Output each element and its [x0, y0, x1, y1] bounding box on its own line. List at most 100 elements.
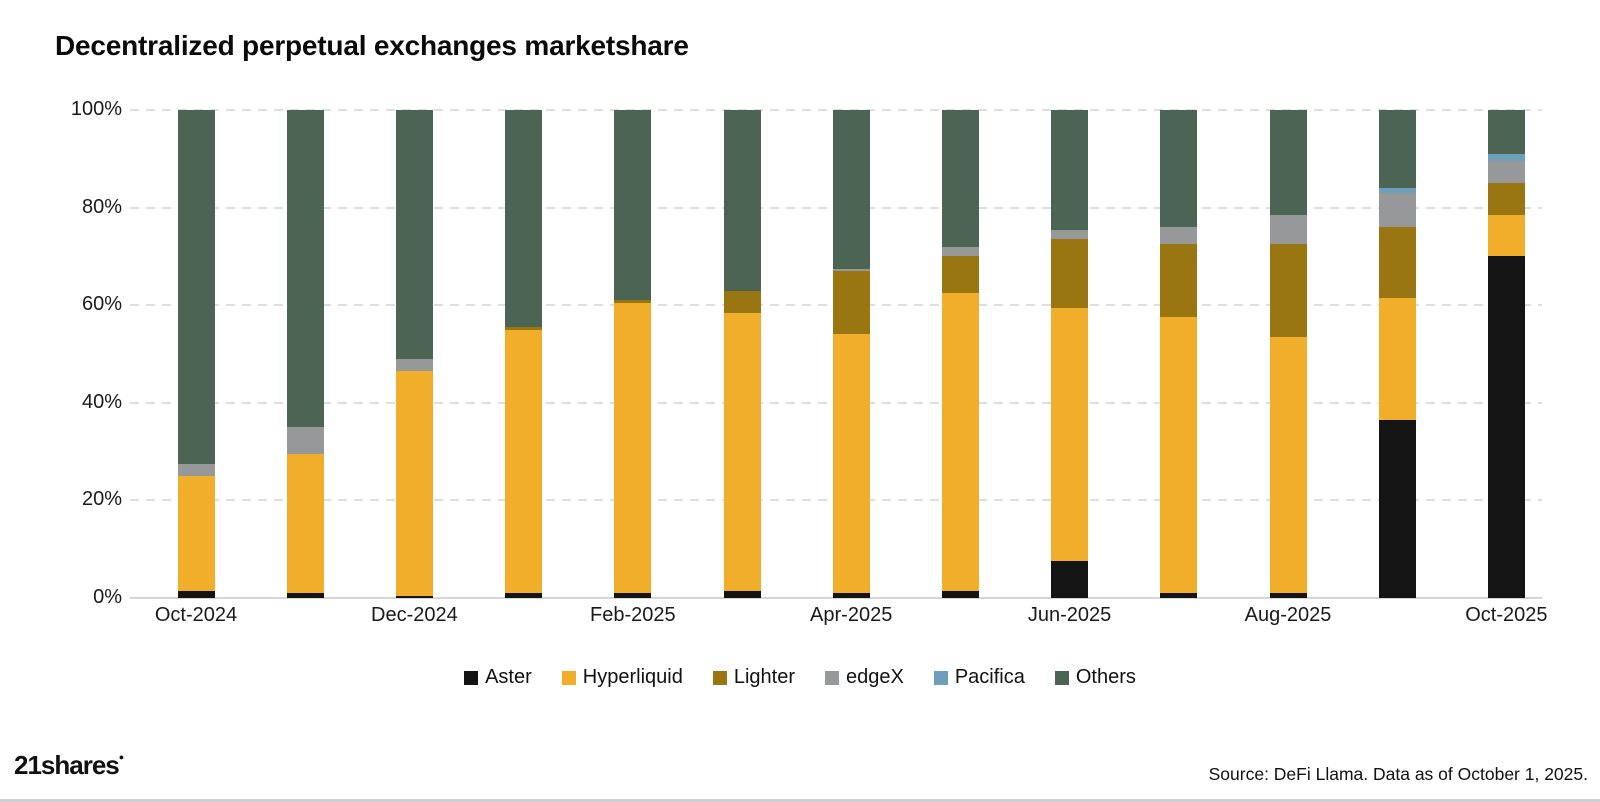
x-axis-tick-label-oct-2024: Oct-2024 — [154, 604, 238, 626]
bar-segment-hyperliquid-may-2025 — [941, 293, 979, 591]
bar-segment-hyperliquid-dec-2024 — [395, 371, 433, 596]
bar-segment-lighter-apr-2025 — [832, 271, 870, 335]
bar-segment-aster-oct-2025 — [1487, 256, 1525, 598]
bar-segment-lighter-jun-2025 — [1051, 239, 1089, 308]
bar-segment-others-oct-2025 — [1487, 110, 1525, 154]
bar-segment-others-nov-2024 — [286, 110, 324, 428]
source-note: Source: DeFi Llama. Data as of October 1… — [1208, 764, 1588, 784]
trademark-dot: ● — [118, 752, 125, 762]
legend-swatch-hyperliquid — [561, 670, 576, 685]
bar-segment-hyperliquid-aug-2025 — [1269, 336, 1307, 594]
legend-label-lighter: Lighter — [733, 666, 795, 688]
bar-segment-aster-sep-2025 — [1378, 419, 1416, 598]
bar-segment-edgex-jun-2025 — [1051, 229, 1089, 240]
bar-segment-aster-nov-2024 — [286, 593, 324, 598]
bar-segment-hyperliquid-oct-2025 — [1487, 214, 1525, 257]
y-axis-tick-label: 0% — [93, 586, 122, 608]
bar-segment-hyperliquid-mar-2025 — [723, 312, 761, 591]
bar-segment-aster-jul-2025 — [1160, 593, 1198, 598]
bar-segment-edgex-oct-2025 — [1487, 161, 1525, 184]
bar-segment-aster-jun-2025 — [1051, 561, 1089, 598]
bar-segment-aster-may-2025 — [941, 590, 979, 598]
bar-segment-aster-jan-2025 — [505, 593, 543, 598]
legend-item-pacifica: Pacifica — [933, 666, 1025, 689]
x-axis-tick-label-dec-2024: Dec-2024 — [371, 604, 458, 626]
y-axis-tick-label: 80% — [81, 195, 122, 218]
bar-segment-edgex-apr-2025 — [832, 268, 870, 272]
legend-swatch-aster — [464, 670, 479, 685]
legend-item-hyperliquid: Hyperliquid — [561, 666, 683, 689]
bar-segment-others-jul-2025 — [1160, 110, 1198, 228]
legend-item-edgex: edgeX — [825, 666, 904, 689]
bar-segment-others-mar-2025 — [723, 110, 761, 291]
bar-segment-hyperliquid-apr-2025 — [832, 334, 870, 594]
x-axis-tick-label-feb-2025: Feb-2025 — [589, 604, 676, 626]
bar-segment-edgex-aug-2025 — [1269, 214, 1307, 245]
bar-segment-aster-aug-2025 — [1269, 593, 1307, 598]
bar-segment-edgex-dec-2024 — [395, 358, 433, 372]
x-axis-tick-label-oct-2025: Oct-2025 — [1465, 604, 1548, 626]
bar-segment-hyperliquid-nov-2024 — [286, 454, 324, 594]
bar-segment-lighter-jul-2025 — [1160, 244, 1198, 318]
brand-logo-text: 21shares — [14, 750, 120, 780]
x-axis-tick-label-apr-2025: Apr-2025 — [810, 604, 893, 626]
legend-label-edgex: edgeX — [846, 666, 904, 688]
bar-segment-aster-oct-2024 — [177, 590, 215, 598]
bar-segment-pacifica-sep-2025 — [1378, 188, 1416, 193]
bar-segment-aster-apr-2025 — [832, 593, 870, 598]
bar-segment-hyperliquid-jul-2025 — [1160, 317, 1198, 594]
bar-segment-aster-mar-2025 — [723, 590, 761, 598]
legend-swatch-pacifica — [933, 670, 948, 685]
legend: Aster Hyperliquid Lighter edgeX Pacifica Othe… — [0, 666, 1600, 689]
bar-segment-aster-dec-2024 — [395, 595, 433, 598]
bar-segment-others-may-2025 — [941, 110, 979, 247]
legend-item-others: Others — [1054, 666, 1136, 689]
bar-segment-pacifica-oct-2025 — [1487, 153, 1525, 162]
x-axis-tick-label-jun-2025: Jun-2025 — [1027, 604, 1112, 626]
bar-segment-others-sep-2025 — [1378, 110, 1416, 189]
y-axis-tick-label: 20% — [81, 488, 122, 511]
bar-segment-others-aug-2025 — [1269, 110, 1307, 215]
y-axis-tick-label: 40% — [81, 390, 122, 413]
y-axis-tick-label: 60% — [81, 293, 122, 316]
bar-segment-lighter-jan-2025 — [505, 327, 543, 330]
bar-segment-edgex-may-2025 — [941, 246, 979, 257]
bar-segment-edgex-jul-2025 — [1160, 227, 1198, 245]
bar-segment-lighter-aug-2025 — [1269, 244, 1307, 337]
bar-segment-lighter-sep-2025 — [1378, 227, 1416, 298]
bar-segment-lighter-feb-2025 — [614, 300, 652, 303]
bar-segment-others-feb-2025 — [614, 110, 652, 301]
x-axis-tick-label-aug-2025: Aug-2025 — [1244, 604, 1332, 626]
bar-segment-lighter-oct-2025 — [1487, 183, 1525, 215]
bar-segment-edgex-sep-2025 — [1378, 192, 1416, 228]
bar-segment-others-jan-2025 — [505, 110, 543, 328]
bottom-divider — [0, 799, 1600, 802]
legend-swatch-lighter — [712, 670, 727, 685]
legend-label-others: Others — [1075, 666, 1136, 688]
bar-segment-hyperliquid-sep-2025 — [1378, 297, 1416, 420]
bar-segment-others-oct-2024 — [177, 110, 215, 464]
legend-label-aster: Aster — [485, 666, 532, 688]
bar-segment-hyperliquid-feb-2025 — [614, 302, 652, 594]
bar-segment-others-jun-2025 — [1051, 110, 1089, 230]
bar-segment-aster-feb-2025 — [614, 593, 652, 598]
bar-segment-edgex-oct-2024 — [177, 463, 215, 476]
legend-swatch-others — [1054, 670, 1069, 685]
bar-segment-hyperliquid-jan-2025 — [505, 329, 543, 594]
bar-segment-hyperliquid-jun-2025 — [1051, 307, 1089, 562]
legend-item-lighter: Lighter — [712, 666, 795, 689]
legend-swatch-edgex — [825, 670, 839, 685]
bar-segment-edgex-nov-2024 — [286, 427, 324, 455]
chart-title: Decentralized perpetual exchanges market… — [55, 30, 689, 61]
bar-segment-lighter-mar-2025 — [723, 290, 761, 313]
legend-label-pacifica: Pacifica — [954, 666, 1025, 688]
legend-label-hyperliquid: Hyperliquid — [582, 666, 683, 688]
bar-segment-others-apr-2025 — [832, 110, 870, 269]
legend-item-aster: Aster — [464, 666, 532, 689]
gridline-0 — [130, 597, 1542, 599]
bar-segment-others-dec-2024 — [395, 110, 433, 359]
bar-segment-lighter-may-2025 — [941, 256, 979, 293]
brand-logo: 21shares● — [14, 750, 125, 781]
